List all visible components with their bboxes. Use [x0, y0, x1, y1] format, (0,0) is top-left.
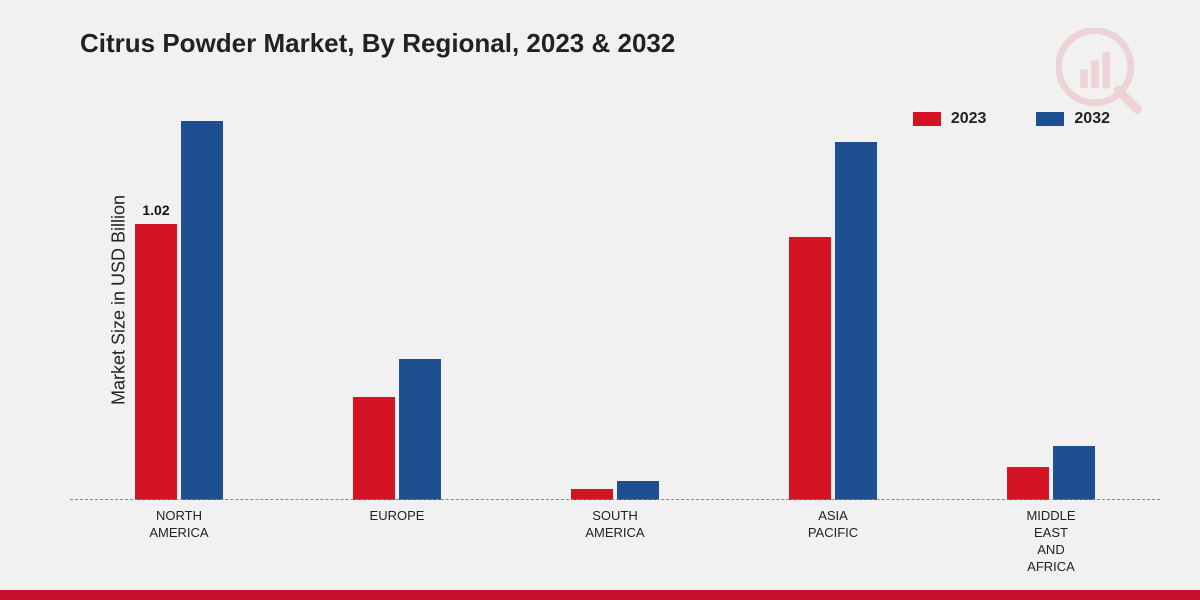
bar	[399, 359, 441, 500]
bar	[835, 142, 877, 500]
bar-groups: 1.02	[70, 80, 1160, 500]
bar	[617, 481, 659, 500]
bar-group	[942, 80, 1160, 500]
bar	[181, 121, 223, 500]
x-axis-category-label: SOUTH AMERICA	[506, 502, 724, 582]
x-axis-category-label: NORTH AMERICA	[70, 502, 288, 582]
footer-accent-bar	[0, 590, 1200, 600]
bar-group: 1.02	[70, 80, 288, 500]
chart-title: Citrus Powder Market, By Regional, 2023 …	[80, 28, 675, 59]
bar	[789, 237, 831, 500]
x-axis-category-label: MIDDLE EAST AND AFRICA	[942, 502, 1160, 582]
bar	[1053, 446, 1095, 500]
bar	[353, 397, 395, 500]
bar: 1.02	[135, 224, 177, 500]
bar-group	[288, 80, 506, 500]
x-axis-labels: NORTH AMERICAEUROPESOUTH AMERICAASIA PAC…	[70, 502, 1160, 582]
plot-area: 1.02	[70, 80, 1160, 500]
bar-group	[724, 80, 942, 500]
x-axis-baseline	[70, 499, 1160, 500]
x-axis-category-label: ASIA PACIFIC	[724, 502, 942, 582]
bar-group	[506, 80, 724, 500]
bar-value-label: 1.02	[142, 202, 169, 218]
bar	[1007, 467, 1049, 500]
x-axis-category-label: EUROPE	[288, 502, 506, 582]
